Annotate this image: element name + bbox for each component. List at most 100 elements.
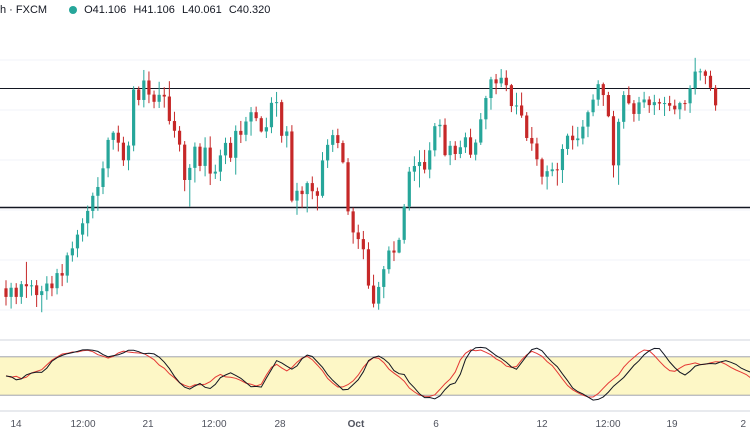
- candle: [509, 83, 513, 113]
- candle-body: [70, 248, 74, 256]
- candle-body: [474, 142, 478, 155]
- candle-body: [713, 87, 718, 106]
- candle: [346, 158, 350, 215]
- candle-body: [377, 286, 381, 304]
- candle-body: [438, 124, 442, 127]
- candle-body: [172, 121, 177, 131]
- candle: [193, 142, 197, 183]
- candle: [65, 252, 69, 283]
- candle: [326, 139, 330, 168]
- time-tick-label: 12:00: [595, 419, 620, 430]
- candle-body: [708, 75, 713, 88]
- candle-body: [295, 190, 299, 201]
- candle-body: [525, 115, 529, 138]
- candle: [132, 86, 136, 152]
- candle-body: [458, 147, 462, 155]
- candle: [50, 275, 54, 297]
- candle: [167, 81, 171, 125]
- candle-body: [116, 132, 120, 143]
- time-tick-label: 12: [536, 419, 548, 430]
- time-tick-label: 2: [740, 419, 746, 430]
- candle: [713, 85, 718, 111]
- candle-body: [555, 169, 559, 171]
- candle-body: [611, 116, 616, 166]
- candle: [499, 69, 503, 88]
- candle-body: [647, 99, 651, 106]
- candle: [239, 120, 243, 144]
- candle-body: [310, 183, 314, 192]
- candle-body: [382, 269, 386, 287]
- candle: [315, 187, 320, 211]
- candle-body: [453, 145, 457, 155]
- candle: [453, 141, 457, 161]
- time-axis[interactable]: 14 12:00 21 12:00 28 Oct 6 12 12:00 19 2: [10, 419, 746, 430]
- close-value: C40.320: [228, 4, 271, 16]
- candle: [371, 274, 376, 308]
- candle: [392, 241, 396, 262]
- candle-body: [157, 94, 161, 102]
- candle: [300, 186, 304, 208]
- candle-body: [111, 132, 115, 140]
- candle: [617, 118, 621, 185]
- candle-body: [407, 171, 411, 207]
- candle-body: [14, 287, 18, 297]
- candle: [647, 96, 651, 113]
- candle: [35, 280, 39, 307]
- candle-body: [356, 232, 360, 240]
- candle: [581, 120, 585, 145]
- candle-body: [351, 211, 355, 233]
- candle: [111, 131, 115, 150]
- candle: [652, 94, 656, 115]
- candle: [45, 276, 49, 300]
- time-tick-label: 12:00: [201, 419, 226, 430]
- candle-body: [545, 171, 549, 177]
- candle-body: [106, 139, 110, 169]
- horizontal-lines[interactable]: [0, 88, 750, 209]
- candle: [601, 82, 605, 106]
- candle: [356, 224, 360, 249]
- candle: [698, 68, 702, 81]
- ohlc-legend: h · FXCM O41.106 H41.106 L40.061 C40.320: [0, 2, 274, 18]
- candlestick-series: [4, 57, 718, 313]
- candle: [366, 242, 371, 289]
- candle-body: [147, 80, 151, 95]
- candle-body: [188, 167, 192, 180]
- candle-body: [468, 137, 473, 155]
- candle-body: [678, 103, 682, 110]
- candle: [412, 156, 416, 182]
- candle-body: [627, 95, 631, 104]
- candle-body: [4, 288, 8, 297]
- candle: [19, 280, 23, 304]
- candle-body: [387, 250, 391, 270]
- ohlc-values: O41.106 H41.106 L40.061 C40.320: [84, 4, 274, 16]
- candle-body: [60, 273, 64, 276]
- candle-body: [203, 147, 207, 166]
- candle: [382, 265, 386, 299]
- candle-body: [132, 89, 136, 146]
- candle: [295, 182, 299, 215]
- candle: [96, 177, 100, 211]
- stoch-d-line: [5, 349, 750, 398]
- candle-body: [397, 239, 401, 253]
- candle-body: [229, 142, 233, 158]
- candle: [290, 125, 294, 203]
- time-tick-label: Oct: [348, 419, 365, 430]
- candle-body: [601, 84, 605, 96]
- candle-body: [40, 291, 44, 296]
- candle-body: [433, 126, 437, 151]
- candle: [126, 141, 131, 171]
- candle: [203, 137, 207, 177]
- symbol-label[interactable]: h · FXCM: [0, 4, 48, 16]
- market-status-icon: [69, 6, 78, 14]
- candle: [106, 137, 110, 178]
- candle: [387, 246, 391, 274]
- candle: [468, 128, 473, 158]
- candle-body: [586, 112, 590, 127]
- candle-body: [75, 234, 80, 249]
- low-value: L40.061: [181, 4, 222, 16]
- candle: [596, 80, 600, 106]
- candle-body: [591, 99, 595, 113]
- candle-body: [535, 143, 539, 160]
